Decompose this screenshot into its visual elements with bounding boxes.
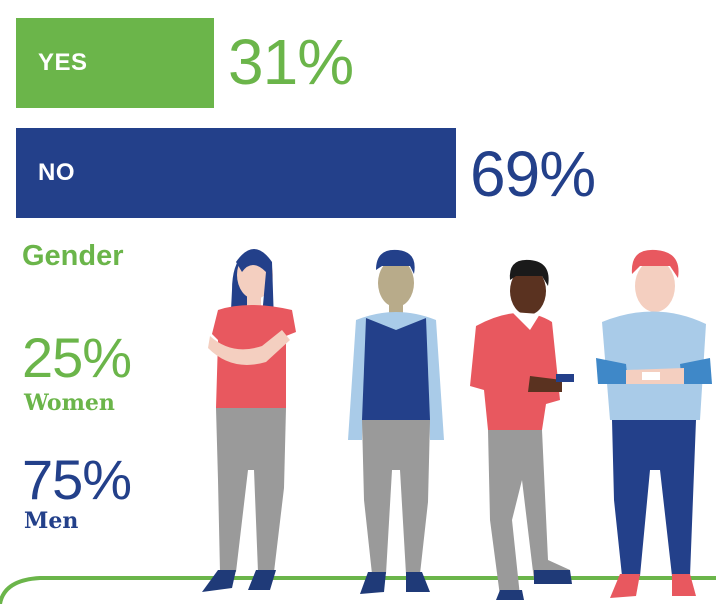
woman-figure [202,249,296,592]
bar-yes: YES [16,18,214,108]
women-label: Women [24,390,115,416]
gender-heading: Gender [22,240,124,272]
women-percent: 25% [22,326,132,389]
bar-yes-label: YES [38,49,88,76]
men-percent: 75% [22,448,132,511]
phone [642,372,660,380]
man-vest-figure [348,249,444,594]
bar-no: NO [16,128,456,218]
men-label: Men [24,508,79,534]
bar-no-value: 69% [470,138,596,210]
man-redhair-figure [596,249,712,598]
phone [556,374,574,382]
bar-no-label: NO [38,159,75,186]
man-phone-figure [470,259,574,600]
ground-line [0,576,716,604]
bar-yes-value: 31% [228,26,354,98]
